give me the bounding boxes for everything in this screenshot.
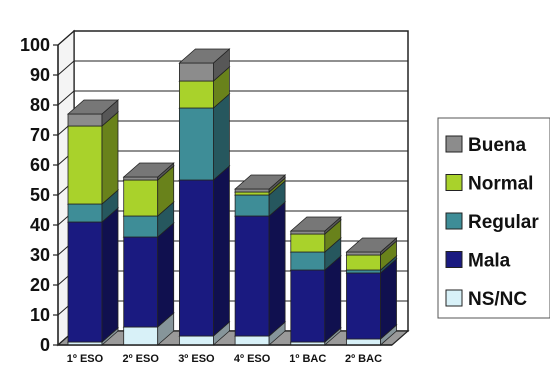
bar-side [157,222,175,328]
legend-swatch [445,212,463,230]
x-tick-label: 1º ESO [67,353,104,365]
x-tick-label: 4º ESO [234,353,271,365]
legend-swatch [445,251,463,268]
bar-front [123,236,159,328]
bar-side [212,93,230,181]
bar-segment [234,174,287,193]
bar-front [346,338,381,346]
bar-front [290,230,326,235]
gridline [57,90,408,106]
bar-front [123,215,159,238]
y-tick-label: 80 [30,95,50,115]
bar-side [212,165,230,337]
legend-swatch [445,174,463,191]
x-tick-label: 1º BAC [289,353,326,365]
y-tick-label: 100 [20,35,50,55]
bar-front [346,254,381,271]
bar-top [122,162,175,178]
x-axis: 1º ESO 2º ESO 3º ESO 4º ESO 1º BAC 2º BAC [58,344,392,365]
gridline [57,60,408,76]
bar-front [234,215,270,337]
x-tick-label: 2º BAC [345,353,382,365]
bar-front [234,335,270,346]
bar-front [178,80,214,109]
bar-front [178,62,214,82]
bar-front [123,179,159,217]
y-tick-label: 40 [30,215,50,235]
y-tick-label: 20 [30,275,50,295]
legend-entry-label: Mala [468,251,511,272]
legend-entry-label: Buena [468,135,527,156]
y-tick-label: 0 [40,335,50,355]
x-tick-label: 3º ESO [178,353,215,365]
bar-segment [345,237,398,256]
bar-segment [178,165,231,337]
bars [66,48,398,346]
bar-front [346,251,381,256]
bar-segment [122,162,175,181]
bar-front [346,272,381,340]
bar-front [234,194,270,217]
bar-front [67,113,103,127]
y-tick-label: 10 [30,305,50,325]
bar-front [290,269,326,343]
bar-segment [66,99,120,127]
bar-side [101,111,119,205]
bar-front [346,269,381,274]
bar-front [290,251,326,271]
y-tick-label: 60 [30,155,50,175]
bar-front [67,221,103,343]
bar-front [290,233,326,253]
y-tick-label: 50 [30,185,50,205]
legend-entry-label: NS/NC [468,289,527,310]
bar-top [289,216,342,232]
bar-segment [66,207,120,343]
bar-front [178,179,214,337]
bar-segment [289,216,342,235]
y-tick-label: 70 [30,125,50,145]
legend-swatch [445,135,463,153]
bar-segment [122,222,175,328]
gridline [57,30,408,46]
legend-entry-label: Normal [468,174,533,195]
bar-side [101,207,119,343]
y-axis: 0 10 20 30 40 50 60 70 80 90 100 [20,35,59,355]
legend-entry-label: Regular [468,212,539,233]
bar-top [66,99,120,115]
bar-side [268,201,286,337]
x-tick-label: 2º ESO [122,353,159,365]
bar-front [234,188,270,193]
bar-front [123,176,159,181]
bar-front [123,326,159,346]
bar-front [67,203,103,223]
y-tick-label: 90 [30,65,50,85]
legend-swatch [445,289,463,307]
bar-top [178,48,231,64]
bar-top [234,174,287,190]
bar-side [324,255,342,343]
bar-front [234,191,270,196]
legend: Buena Normal Regular Mala NS/NC [437,117,550,319]
y-tick-label: 30 [30,245,50,265]
bar-front [178,107,214,181]
bar-segment [234,201,287,337]
bar-front [178,335,214,346]
bar-front [67,125,103,205]
bar-segment [178,48,231,82]
bar-top [345,237,398,253]
